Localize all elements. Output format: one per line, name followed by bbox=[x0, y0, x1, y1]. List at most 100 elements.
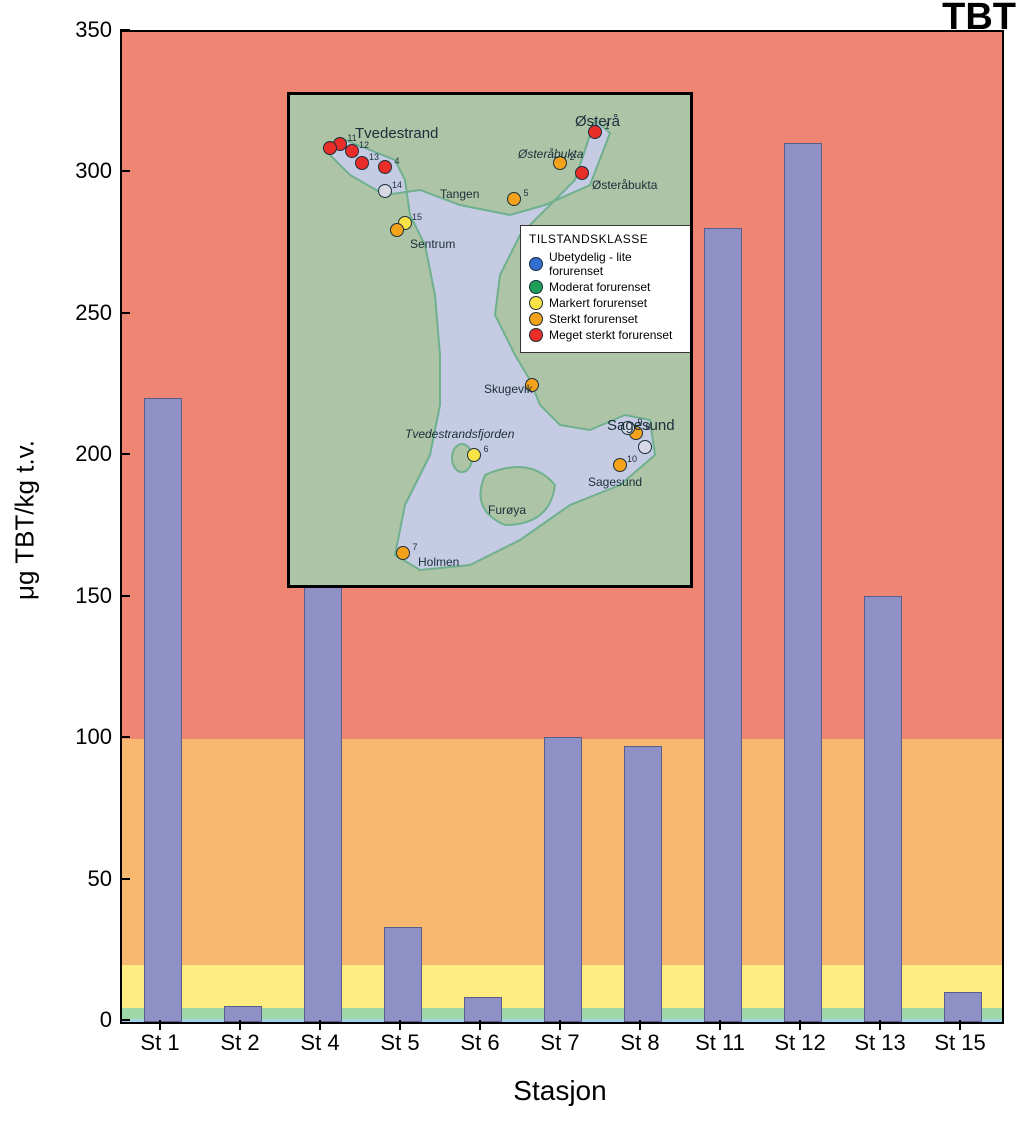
x-tick-mark bbox=[319, 1020, 321, 1030]
x-tick-label: St 2 bbox=[220, 1030, 259, 1056]
bar-st-6 bbox=[464, 997, 502, 1022]
y-tick-mark bbox=[120, 29, 130, 31]
x-tick-mark bbox=[719, 1020, 721, 1030]
bar-st-1 bbox=[144, 398, 182, 1022]
x-tick-label: St 4 bbox=[300, 1030, 339, 1056]
station-point bbox=[396, 546, 410, 560]
y-tick-mark bbox=[120, 878, 130, 880]
legend-row: Moderat forurenset bbox=[529, 280, 689, 294]
legend-dot bbox=[529, 296, 543, 310]
y-tick-mark bbox=[120, 170, 130, 172]
y-tick-mark bbox=[120, 312, 130, 314]
legend-row: Ubetydelig - lite forurenset bbox=[529, 250, 689, 278]
legend-title: TILSTANDSKLASSE bbox=[529, 232, 689, 246]
bar-st-5 bbox=[384, 927, 422, 1022]
bar-st-4 bbox=[304, 567, 342, 1022]
map-legend: TILSTANDSKLASSE Ubetydelig - lite foruren… bbox=[520, 225, 693, 353]
y-tick-label: 100 bbox=[75, 724, 112, 750]
y-tick-label: 50 bbox=[88, 866, 112, 892]
station-point bbox=[345, 144, 359, 158]
station-point bbox=[355, 156, 369, 170]
station-point bbox=[390, 223, 404, 237]
station-point bbox=[575, 166, 589, 180]
x-tick-mark bbox=[479, 1020, 481, 1030]
map-label: Skugevik bbox=[484, 382, 533, 396]
x-tick-label: St 13 bbox=[854, 1030, 905, 1056]
station-point bbox=[323, 141, 337, 155]
legend-label: Meget sterkt forurenset bbox=[549, 328, 672, 342]
x-tick-label: St 7 bbox=[540, 1030, 579, 1056]
bar-st-13 bbox=[864, 596, 902, 1022]
bar-st-15 bbox=[944, 992, 982, 1022]
x-tick-mark bbox=[159, 1020, 161, 1030]
station-number: 15 bbox=[412, 212, 422, 222]
map-label: Holmen bbox=[418, 555, 459, 569]
map-label: Østerå bbox=[575, 113, 620, 130]
legend-dot bbox=[529, 280, 543, 294]
map-label: Furøya bbox=[488, 503, 526, 517]
bar-st-8 bbox=[624, 746, 662, 1022]
legend-dot bbox=[529, 257, 543, 271]
legend-label: Ubetydelig - lite forurenset bbox=[549, 250, 689, 278]
map-inset: 12456789101112131415TvedestrandØsteråSag… bbox=[287, 92, 693, 588]
map-label: Sagesund bbox=[588, 475, 642, 489]
station-number: 5 bbox=[523, 188, 528, 198]
y-tick-label: 150 bbox=[75, 583, 112, 609]
station-number: 6 bbox=[483, 444, 488, 454]
map-label: Østeråbukta bbox=[592, 178, 657, 192]
map-label: Sagesund bbox=[607, 417, 675, 434]
x-tick-label: St 8 bbox=[620, 1030, 659, 1056]
map-label: Tvedestrandsfjorden bbox=[405, 427, 514, 441]
map-label: Tangen bbox=[440, 187, 479, 201]
x-tick-mark bbox=[879, 1020, 881, 1030]
legend-row: Sterkt forurenset bbox=[529, 312, 689, 326]
legend-row: Meget sterkt forurenset bbox=[529, 328, 689, 342]
station-number: 10 bbox=[627, 454, 637, 464]
x-axis-label: Stasjon bbox=[513, 1075, 606, 1107]
x-tick-mark bbox=[799, 1020, 801, 1030]
y-tick-label: 200 bbox=[75, 441, 112, 467]
map-label: Sentrum bbox=[410, 237, 455, 251]
bar-st-7 bbox=[544, 737, 582, 1022]
station-point bbox=[613, 458, 627, 472]
x-tick-label: St 11 bbox=[695, 1030, 745, 1056]
map-label: Tvedestrand bbox=[355, 125, 438, 142]
tbt-chart-page: TBT μg TBT/kg t.v. Stasjon 0501001502002… bbox=[0, 0, 1024, 1135]
legend-label: Sterkt forurenset bbox=[549, 312, 638, 326]
x-tick-mark bbox=[959, 1020, 961, 1030]
x-tick-label: St 6 bbox=[460, 1030, 499, 1056]
y-tick-label: 300 bbox=[75, 158, 112, 184]
station-point bbox=[638, 440, 652, 454]
x-tick-mark bbox=[399, 1020, 401, 1030]
station-point bbox=[507, 192, 521, 206]
y-tick-mark bbox=[120, 595, 130, 597]
y-tick-mark bbox=[120, 453, 130, 455]
x-tick-label: St 12 bbox=[774, 1030, 825, 1056]
y-tick-label: 250 bbox=[75, 300, 112, 326]
station-number: 7 bbox=[412, 542, 417, 552]
station-number: 14 bbox=[392, 180, 402, 190]
station-number: 4 bbox=[394, 156, 399, 166]
bar-st-2 bbox=[224, 1006, 262, 1022]
station-point bbox=[467, 448, 481, 462]
bar-st-11 bbox=[704, 228, 742, 1022]
legend-label: Markert forurenset bbox=[549, 296, 647, 310]
bar-st-12 bbox=[784, 143, 822, 1022]
y-axis-label: μg TBT/kg t.v. bbox=[10, 440, 41, 600]
x-tick-label: St 15 bbox=[934, 1030, 985, 1056]
y-tick-label: 0 bbox=[100, 1007, 112, 1033]
y-tick-mark bbox=[120, 1019, 130, 1021]
x-tick-mark bbox=[639, 1020, 641, 1030]
x-tick-label: St 1 bbox=[140, 1030, 179, 1056]
legend-dot bbox=[529, 312, 543, 326]
x-tick-mark bbox=[239, 1020, 241, 1030]
station-point bbox=[378, 160, 392, 174]
map-label: Østeråbukta bbox=[518, 147, 583, 161]
y-tick-label: 350 bbox=[75, 17, 112, 43]
x-tick-label: St 5 bbox=[380, 1030, 419, 1056]
legend-dot bbox=[529, 328, 543, 342]
legend-label: Moderat forurenset bbox=[549, 280, 650, 294]
x-tick-mark bbox=[559, 1020, 561, 1030]
y-tick-mark bbox=[120, 736, 130, 738]
legend-row: Markert forurenset bbox=[529, 296, 689, 310]
